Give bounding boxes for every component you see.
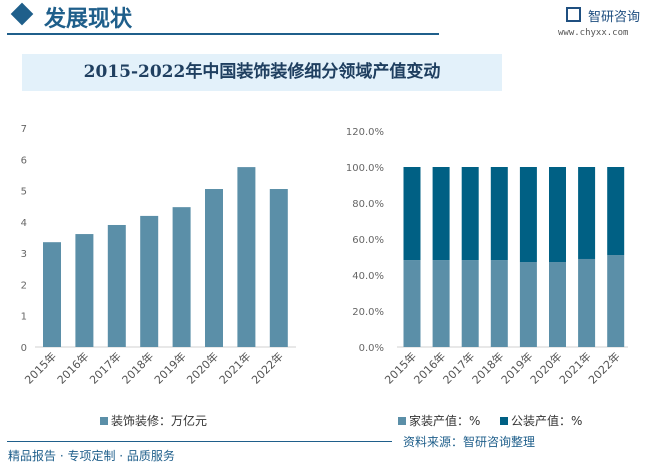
y-tick-label: 3 [21, 249, 27, 260]
x-tick-label: 2022年 [248, 349, 285, 386]
x-tick-label: 2021年 [216, 349, 253, 386]
y-tick-label: 5 [21, 187, 27, 198]
bar [107, 224, 126, 347]
header-divider [7, 33, 439, 35]
bar [237, 167, 256, 347]
x-tick-label: 2018年 [469, 349, 506, 386]
legend-swatch [500, 417, 508, 425]
y-tick-label: 6 [21, 155, 27, 166]
x-tick-label: 2017年 [440, 349, 477, 386]
x-tick-label: 2020年 [527, 349, 564, 386]
legend-label: 装饰装修：万亿元 [111, 414, 208, 428]
bar [607, 167, 625, 256]
x-tick-label: 2015年 [382, 349, 419, 386]
footer-slogan: 精品报告 · 专项定制 · 品质服务 [8, 449, 175, 463]
x-tick-label: 2015年 [22, 349, 59, 386]
y-tick-label: 40.0% [352, 271, 384, 282]
bar [549, 167, 566, 263]
x-tick-label: 2017年 [86, 349, 123, 386]
x-tick-label: 2022年 [585, 349, 622, 386]
bar [549, 262, 566, 347]
bar [432, 167, 450, 261]
bar [607, 255, 625, 347]
bar [578, 258, 596, 347]
legend-label: 公装产值：% [511, 414, 583, 428]
bar [172, 207, 191, 347]
bar [490, 260, 508, 347]
bar [461, 260, 479, 347]
logo-icon [566, 7, 581, 22]
legend-swatch [398, 417, 406, 425]
legend-label: 家装产值：% [409, 414, 481, 428]
x-tick-label: 2016年 [411, 349, 448, 386]
footer-divider [7, 441, 392, 442]
x-tick-label: 2020年 [184, 349, 221, 386]
y-tick-label: 0.0% [359, 343, 384, 354]
x-tick-label: 2021年 [556, 349, 593, 386]
y-tick-label: 100.0% [346, 163, 384, 174]
legend-right-public: 公装产值：% [500, 412, 582, 429]
y-tick-label: 20.0% [352, 307, 384, 318]
bar [578, 167, 596, 259]
y-tick-label: 0 [21, 343, 27, 354]
legend-swatch [100, 417, 108, 425]
x-tick-label: 2019年 [151, 349, 188, 386]
bar [461, 167, 479, 261]
bar [43, 242, 61, 347]
y-tick-label: 4 [21, 218, 27, 229]
legend-right-home: 家装产值：% [398, 412, 480, 429]
x-tick-label: 2016年 [54, 349, 91, 386]
bar [432, 260, 450, 347]
y-tick-label: 60.0% [352, 235, 384, 246]
bar [403, 260, 421, 347]
y-tick-label: 120.0% [346, 127, 384, 138]
y-tick-label: 2 [21, 280, 27, 291]
bar [519, 262, 537, 347]
section-title: 发展现状 [44, 6, 133, 32]
x-tick-label: 2019年 [498, 349, 535, 386]
bar [205, 189, 223, 347]
bar [140, 215, 159, 347]
y-tick-label: 80.0% [352, 199, 384, 210]
source-note: 资料来源：智研咨询整理 [403, 435, 536, 449]
bar [75, 234, 94, 347]
logo-text: 智研咨询 [588, 10, 641, 25]
bar [519, 167, 537, 263]
legend-left: 装饰装修：万亿元 [100, 412, 207, 429]
bar [403, 167, 421, 261]
chart-title: 2015-2022年中国装饰装修细分领域产值变动 [22, 54, 502, 91]
bar [490, 167, 508, 261]
x-tick-label: 2018年 [119, 349, 156, 386]
y-tick-label: 1 [21, 312, 27, 323]
y-tick-label: 7 [21, 124, 27, 135]
bar [269, 189, 288, 347]
logo-url: www.chyxx.com [558, 28, 629, 38]
